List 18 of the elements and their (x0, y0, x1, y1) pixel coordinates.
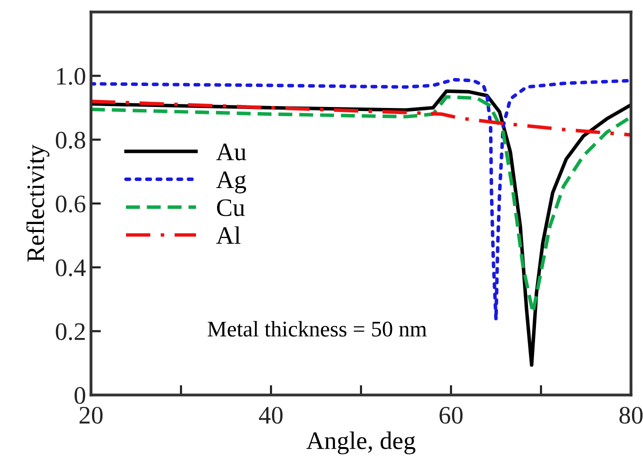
y-tick-label: 0.8 (56, 132, 86, 149)
y-tick-label: 0.2 (56, 323, 85, 340)
x-tick-label: 40 (258, 406, 283, 424)
legend-label: Al (216, 226, 240, 244)
legend-label: Cu (217, 199, 245, 216)
x-tick-label: 60 (440, 406, 463, 424)
y-tick-label: 1.0 (57, 68, 86, 85)
legend-label: Au (216, 144, 246, 160)
y-axis-title: Reflectivity (26, 144, 50, 262)
line-series (91, 100, 631, 137)
annotation: Metal thickness = 50 nm (208, 320, 427, 337)
y-tick-label: 0 (74, 387, 86, 404)
x-tick-label: 20 (80, 406, 103, 424)
y-tick-label: 0.4 (56, 259, 86, 276)
x-axis-title: Angle, deg (306, 432, 416, 454)
y-tick-label: 0.6 (56, 196, 86, 213)
x-tick-label: 80 (619, 406, 643, 424)
legend-label: Ag (216, 171, 246, 194)
